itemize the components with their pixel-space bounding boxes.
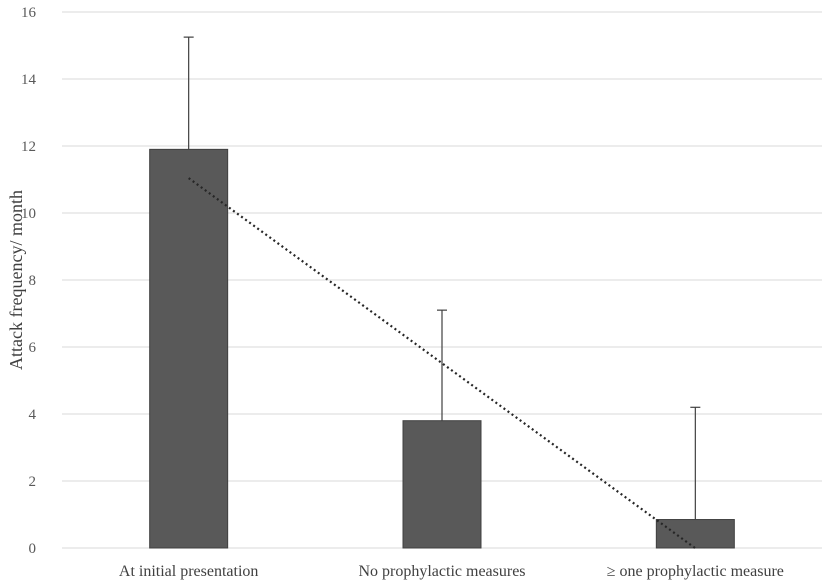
y-tick-label: 8 xyxy=(29,273,37,289)
bar xyxy=(402,420,482,549)
x-axis-labels: At initial presentation No prophylactic m… xyxy=(119,563,784,580)
y-axis-title: Attack frequency/ month xyxy=(6,190,26,370)
x-category-label: No prophylactic measures xyxy=(358,563,525,580)
y-tick-label: 2 xyxy=(29,474,37,490)
y-tick-label: 10 xyxy=(21,206,36,222)
y-tick-label: 16 xyxy=(21,5,37,21)
y-tick-label: 12 xyxy=(21,139,36,155)
x-category-label: ≥ one prophylactic measure xyxy=(607,563,784,580)
bars xyxy=(149,148,735,549)
y-tick-label: 14 xyxy=(21,72,37,88)
y-tick-label: 6 xyxy=(29,340,37,356)
y-tick-label: 0 xyxy=(29,541,37,557)
y-tick-label: 4 xyxy=(29,407,37,423)
x-category-label: At initial presentation xyxy=(119,563,259,580)
y-axis-ticks: 0 2 4 6 8 10 12 14 16 xyxy=(21,5,37,557)
error-bars xyxy=(183,36,701,520)
bar xyxy=(655,519,735,549)
bar xyxy=(149,148,229,549)
